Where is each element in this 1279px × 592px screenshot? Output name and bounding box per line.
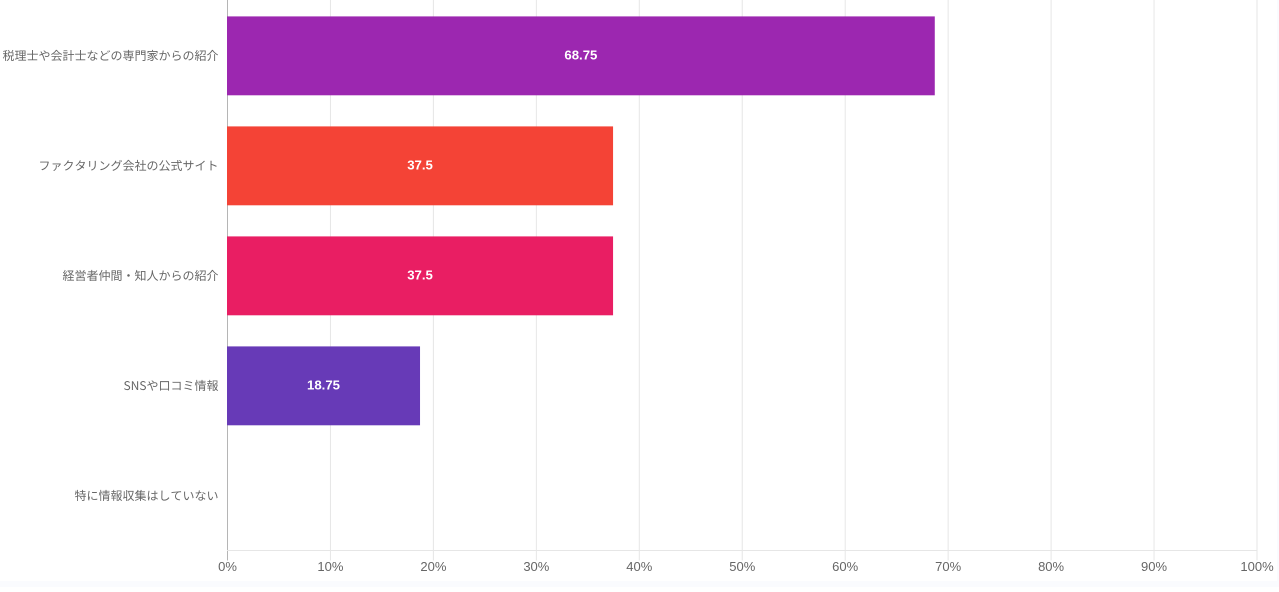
svg-text:80%: 80% [1038, 559, 1064, 574]
svg-text:70%: 70% [935, 559, 961, 574]
svg-text:100%: 100% [1240, 559, 1274, 574]
svg-text:68.75: 68.75 [564, 48, 597, 63]
svg-text:60%: 60% [832, 559, 858, 574]
svg-text:18.75: 18.75 [307, 378, 340, 393]
svg-text:37.5: 37.5 [407, 268, 433, 283]
svg-text:37.5: 37.5 [407, 158, 433, 173]
svg-text:90%: 90% [1141, 559, 1167, 574]
svg-text:30%: 30% [523, 559, 549, 574]
svg-text:10%: 10% [317, 559, 343, 574]
svg-text:0%: 0% [218, 559, 237, 574]
svg-text:50%: 50% [729, 559, 755, 574]
svg-text:20%: 20% [420, 559, 446, 574]
svg-text:40%: 40% [626, 559, 652, 574]
